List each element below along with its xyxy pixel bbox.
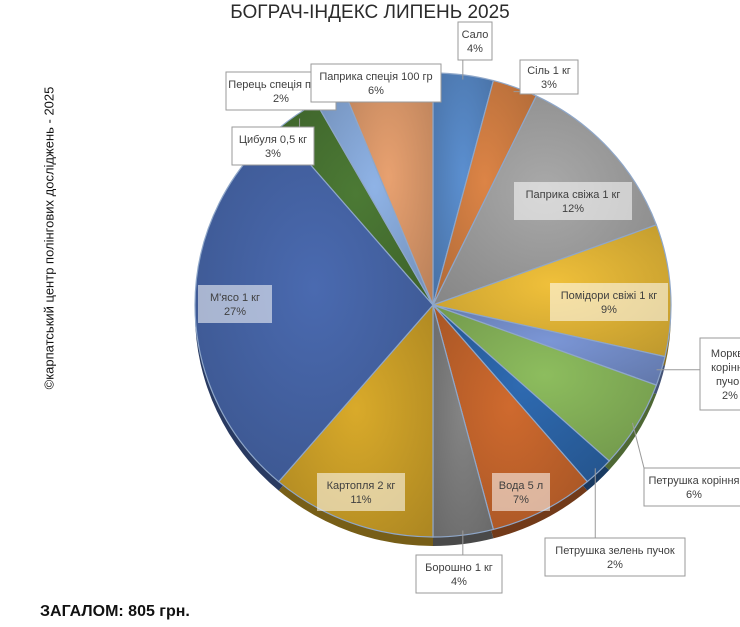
data-labels: Сало 4% Сіль 1 кг 3% Паприка свіжа 1 кг 12% По… (198, 21, 740, 594)
data-label-value: 11% (350, 494, 371, 506)
data-label-name: М'ясо 1 кг (210, 292, 260, 304)
data-label-value: 2% (607, 559, 623, 571)
data-label-value: 27% (224, 306, 246, 318)
data-label-name: Петрушка коріння (649, 475, 740, 487)
data-label-name: Помідори свіжі 1 кг (561, 290, 658, 302)
data-label-box (198, 285, 272, 323)
chart-title: БОГРАЧ-ІНДЕКС ЛИПЕНЬ 2025 (230, 2, 510, 23)
total-label: ЗАГАЛОМ: 805 грн. (40, 603, 190, 620)
data-label-name: Перець спеція пачка (228, 79, 334, 91)
data-label-value: 12% (562, 203, 584, 215)
data-label-name: пучок (716, 376, 740, 388)
data-label-value: 6% (368, 85, 384, 97)
data-label-name: Сіль 1 кг (527, 65, 571, 77)
data-label-value: 2% (722, 390, 738, 402)
data-label-box (310, 63, 442, 103)
data-label-box (643, 467, 740, 507)
data-label-name: Паприка свіжа 1 кг (526, 189, 621, 201)
data-label-value: 3% (541, 79, 557, 91)
leader-lines (299, 60, 700, 555)
data-label-name: Сало (462, 29, 489, 41)
side-credit: ©карпатський центр полінгових досліджень… (41, 86, 57, 390)
data-label-value: 2% (273, 93, 289, 105)
data-label-value: 6% (686, 489, 702, 501)
data-label-value: 4% (451, 576, 467, 588)
data-label-box (514, 182, 632, 220)
data-label-name: Картопля 2 кг (327, 480, 396, 492)
data-label-box (492, 473, 550, 511)
data-label-value: 3% (265, 148, 281, 160)
data-label-name: Морква (711, 348, 740, 360)
data-label-name: Паприка спеція 100 гр (319, 71, 432, 83)
data-label-box (457, 21, 493, 61)
leader-line (631, 422, 645, 469)
data-label-box (231, 126, 315, 166)
data-label-box (317, 473, 405, 511)
data-label-name: Вода 5 л (499, 480, 543, 492)
data-label-value: 7% (513, 494, 529, 506)
data-label-name: коріння (711, 362, 740, 374)
data-label-name: Петрушка зелень пучок (555, 545, 675, 557)
data-label-box (519, 59, 579, 95)
data-label-value: 9% (601, 304, 617, 316)
data-label-box (550, 283, 668, 321)
data-label-box (544, 537, 686, 577)
data-label-name: Борошно 1 кг (425, 562, 493, 574)
data-label-box (415, 554, 503, 594)
data-label-value: 4% (467, 43, 483, 55)
data-label-name: Цибуля 0,5 кг (239, 134, 307, 146)
data-label-box (699, 337, 740, 411)
